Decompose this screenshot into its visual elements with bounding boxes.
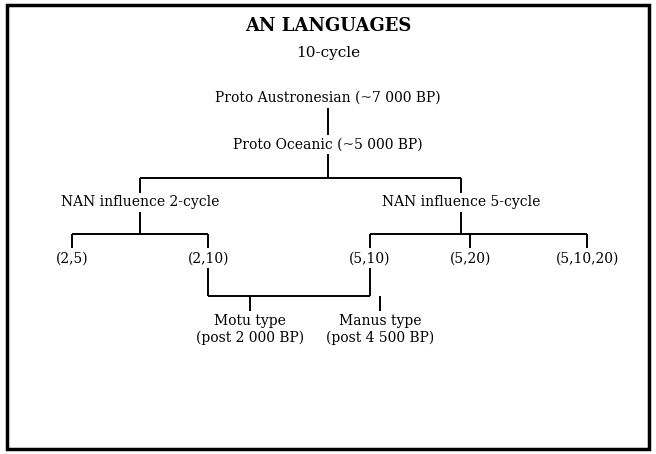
Text: (2,10): (2,10) [188, 251, 229, 265]
Text: (5,10,20): (5,10,20) [556, 251, 619, 265]
Text: Manus type
(post 4 500 BP): Manus type (post 4 500 BP) [325, 314, 434, 345]
Text: (5,10): (5,10) [350, 251, 391, 265]
Text: (2,5): (2,5) [56, 251, 89, 265]
Text: Motu type
(post 2 000 BP): Motu type (post 2 000 BP) [196, 314, 304, 345]
Text: NAN influence 2-cycle: NAN influence 2-cycle [61, 196, 219, 209]
Text: (5,20): (5,20) [450, 251, 491, 265]
Text: AN LANGUAGES: AN LANGUAGES [245, 17, 411, 35]
Text: Proto Oceanic (~5 000 BP): Proto Oceanic (~5 000 BP) [233, 138, 423, 152]
Text: NAN influence 5-cycle: NAN influence 5-cycle [382, 196, 540, 209]
Text: Proto Austronesian (~7 000 BP): Proto Austronesian (~7 000 BP) [215, 91, 441, 105]
Text: 10-cycle: 10-cycle [296, 46, 360, 60]
